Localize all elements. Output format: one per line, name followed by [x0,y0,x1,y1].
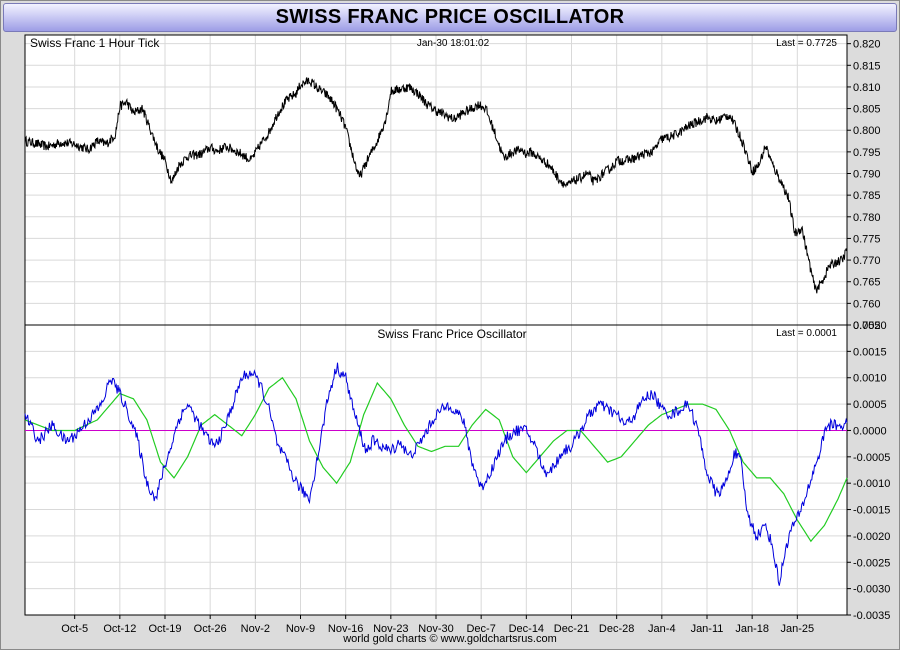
x-axis: Oct-5 Oct-12 Oct-19 Oct-26 Nov-2 Nov-9 Nov-16 N… [61,615,814,635]
price-y-tick-label: 0.805 [853,104,881,116]
oscillator-y-tick-label: -0.0035 [853,610,890,622]
price-panel-timestamp: Jan-30 18:01:02 [417,38,490,49]
x-tick-label: Dec-21 [554,623,589,635]
x-tick-label: Dec-14 [509,623,544,635]
x-tick-label: Oct-19 [149,623,182,635]
oscillator-y-tick-label: -0.0020 [853,531,890,543]
price-y-tick-label: 0.800 [853,125,881,137]
x-tick-label: Jan-4 [648,623,676,635]
price-y-tick-label: 0.780 [853,212,881,224]
price-series-line [24,77,848,294]
x-tick-label: Oct-12 [103,623,136,635]
oscillator-y-tick-label: 0.0015 [853,346,887,358]
x-tick-label: Jan-11 [691,623,724,635]
price-y-tick-label: 0.755 [853,320,881,332]
price-y-axis: 0.755 0.760 0.765 0.770 0.775 0.780 0.785 0.790… [847,39,881,332]
x-tick-label: Nov-23 [373,623,408,635]
price-y-tick-label: 0.820 [853,39,881,51]
page-title: SWISS FRANC PRICE OSCILLATOR [3,3,897,32]
price-panel-title: Swiss Franc 1 Hour Tick [30,36,160,50]
price-y-tick-label: 0.765 [853,277,881,289]
price-y-tick-label: 0.795 [853,147,881,159]
x-tick-label: Nov-16 [328,623,363,635]
x-tick-label: Jan-25 [780,623,814,635]
x-tick-label: Oct-26 [194,623,227,635]
oscillator-panel-last-value: Last = 0.0001 [776,328,837,339]
price-y-tick-label: 0.815 [853,60,881,72]
footer-credit: world gold charts © www.goldchartsrus.co… [343,633,557,645]
signal-series-line [24,376,848,543]
price-panel-grid [25,35,847,325]
oscillator-y-tick-label: 0.0005 [853,399,887,411]
price-y-tick-label: 0.760 [853,298,881,310]
x-tick-label: Dec-28 [599,623,634,635]
oscillator-series-line [24,362,848,586]
oscillator-y-axis: -0.0035 -0.0030 -0.0025 -0.0020 -0.0015 -0.00… [847,320,890,622]
x-tick-label: Jan-18 [735,623,769,635]
x-tick-label: Nov-2 [241,623,270,635]
price-y-tick-label: 0.790 [853,169,881,181]
oscillator-y-tick-label: -0.0005 [853,452,890,464]
oscillator-panel-grid [25,325,847,615]
price-y-tick-label: 0.770 [853,255,881,267]
oscillator-y-tick-label: 0.0010 [853,373,887,385]
price-y-tick-label: 0.775 [853,233,881,245]
x-tick-label: Nov-9 [286,623,315,635]
oscillator-y-tick-label: -0.0015 [853,505,890,517]
oscillator-y-tick-label: 0.0000 [853,425,887,437]
oscillator-y-tick-label: -0.0010 [853,478,890,490]
price-y-tick-label: 0.785 [853,190,881,202]
x-tick-label: Nov-30 [418,623,453,635]
oscillator-y-tick-label: 0.0020 [853,320,887,332]
x-tick-label: Dec-7 [466,623,495,635]
oscillator-y-tick-label: -0.0025 [853,557,890,569]
oscillator-panel-title: Swiss Franc Price Oscillator [377,327,526,341]
x-tick-label: Oct-5 [61,623,88,635]
price-y-tick-label: 0.810 [853,82,881,94]
price-panel-last-value: Last = 0.7725 [776,38,837,49]
oscillator-y-tick-label: -0.0030 [853,584,890,596]
